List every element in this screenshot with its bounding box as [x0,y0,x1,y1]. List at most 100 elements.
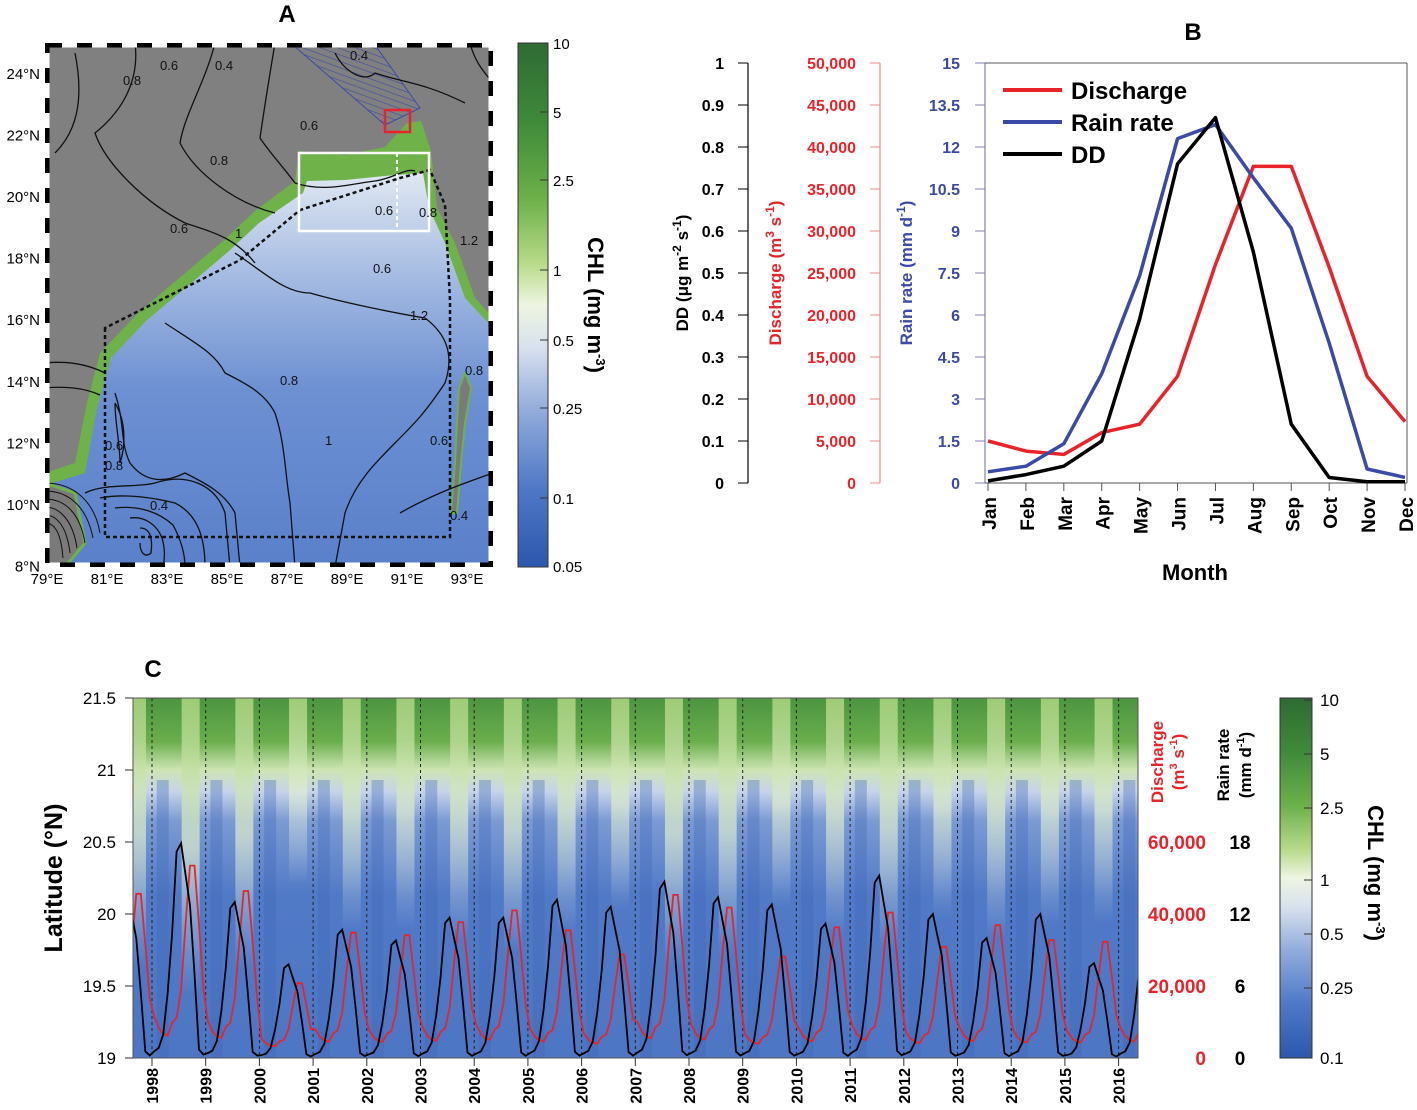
rain-tick-label: 4.5 [938,350,960,367]
legend-label-dd: DD [1071,142,1106,169]
legend-label-rain: Rain rate [1071,110,1174,137]
lat-tick-label: 21.5 [83,689,116,708]
discharge-tick-label: 50,000 [807,56,856,73]
lat-label: 12°N [6,435,40,452]
chl-plume [718,698,737,955]
colorbar-a-label: 0.1 [553,491,574,508]
year-label: 1998 [145,1068,162,1104]
discharge-tick-label: 45,000 [807,98,856,115]
northern-bay-box [297,151,431,233]
chl-plume [235,698,254,971]
lat-label: 24°N [6,66,40,83]
discharge-tick-label: 20,000 [807,308,856,325]
lon-label: 89°E [331,571,364,588]
lon-label: 93°E [451,571,484,588]
lat-label: 8°N [15,559,40,576]
discharge-tick-label: 10,000 [807,392,856,409]
dd-tick-label: 0.9 [702,98,724,115]
colorbar-a-label: 0.05 [553,559,582,576]
c-discharge-tick-label: 20,000 [1148,977,1206,998]
map-andaman-islands [449,370,473,514]
month-label: Apr [1094,496,1115,529]
contour-label: 1.2 [410,308,428,323]
rain-tick-label: 3 [951,392,960,409]
discharge-tick-label: 40,000 [807,140,856,157]
legend-label-discharge: Discharge [1071,78,1187,105]
heatmap-plumes [133,698,1136,1058]
discharge-tick-label: 0 [847,476,856,493]
contour-label: 0.8 [280,373,298,388]
low-chl-band [1015,780,1028,1058]
lat-label: 14°N [6,374,40,391]
lat-label: 18°N [6,251,40,268]
rain-axis-title: Rain rate (mm d-1) [894,201,916,346]
rain-tick-label: 1.5 [938,434,960,451]
year-label: 2009 [736,1068,753,1104]
c-rain-tick-label: 18 [1229,833,1250,854]
contour-label: 0.6 [430,433,448,448]
lat-label: 22°N [6,127,40,144]
month-label: Nov [1359,497,1380,533]
rain-tick-label: 13.5 [929,98,960,115]
dd-tick-label: 0.5 [702,266,724,283]
dd-tick-label: 1 [715,56,724,73]
chl-plume [772,698,791,909]
colorbar-c-label: 0.25 [1320,979,1353,998]
lat-tick-label: 19 [97,1049,116,1068]
contour-label: 0.4 [150,498,168,513]
low-chl-band [264,780,277,1058]
panel-b-axes: 1 0.9 0.8 0.7 0.6 0.5 0.4 0.3 0.2 0.1 0 50,000 45,00… [702,56,1417,534]
year-label: 2007 [628,1068,645,1104]
year-label: 2008 [682,1068,699,1104]
low-chl-band [478,780,491,1058]
month-label: Jul [1207,497,1228,524]
rain-tick-label: 9 [951,224,960,241]
map-panel-a: 0.8 0.6 0.4 0.4 0.6 0.8 1 0.6 0.6 0.8 0.6 0.8 0.6 1.2… [45,43,493,567]
dd-tick-label: 0.2 [702,392,724,409]
contour-label: 1 [235,226,242,241]
low-chl-band [693,780,706,1058]
c-rain-unit: (mm d-1) [1235,732,1255,798]
low-chl-band [962,780,975,1058]
low-chl-band [640,780,653,1058]
year-dashed-lines [151,698,1120,1058]
map-lat-labels: 24°N 22°N 20°N 18°N 16°N 14°N 12°N 10°N 8°N [6,66,40,576]
contour-label: 0.6 [373,261,391,276]
map-contours [45,43,493,567]
low-chl-band [854,780,867,1058]
contour-labels: 0.8 0.6 0.4 0.4 0.6 0.8 1 0.6 0.6 0.8 0.6 0.8 0.6 1.2… [105,48,483,523]
c-discharge-title: Discharge [1148,721,1167,803]
rain-tick-label: 10.5 [929,182,960,199]
year-label: 2003 [414,1068,431,1104]
month-label: Aug [1245,497,1266,534]
lat-tick-label: 20.5 [83,833,116,852]
year-label: 2010 [789,1068,806,1104]
rain-tick-label: 6 [951,308,960,325]
chl-plume [826,698,845,937]
colorbar-a-label: 2.5 [553,173,574,190]
colorbar-c [1279,697,1313,1059]
c-discharge-unit: (m3 s-1) [1168,734,1188,791]
colorbar-a-label: 1 [553,263,561,280]
lat-tick-label: 21 [97,761,116,780]
year-label: 2015 [1058,1068,1075,1104]
latitude-axis-title: Latitude (°N) [40,804,68,953]
lon-label: 83°E [151,571,184,588]
chl-plume [879,698,898,951]
low-chl-band [371,780,384,1058]
low-chl-band [425,780,438,1058]
panel-c-axes: 21.5 21 20.5 20 19.5 19 1998 1999 2000 2001 2002 20… [83,689,1251,1104]
colorbar-a-label: 5 [553,105,561,122]
colorbar-c-label: 0.1 [1320,1049,1344,1068]
month-label: Sep [1283,497,1304,532]
month-label: Dec [1397,497,1417,532]
panel-b-legend: Discharge Rain rate DD [1003,78,1187,169]
lat-tick-label: 19.5 [83,977,116,996]
discharge-tick-label: 25,000 [807,266,856,283]
panel-c-series [133,840,1138,1058]
colorbar-a-label: 0.5 [553,333,574,350]
lat-label: 20°N [6,189,40,206]
colorbar-c-title: CHL (mg m-3) [1363,805,1388,941]
latitude-time-heatmap [133,698,1138,1058]
rain-tick-label: 0 [951,476,960,493]
